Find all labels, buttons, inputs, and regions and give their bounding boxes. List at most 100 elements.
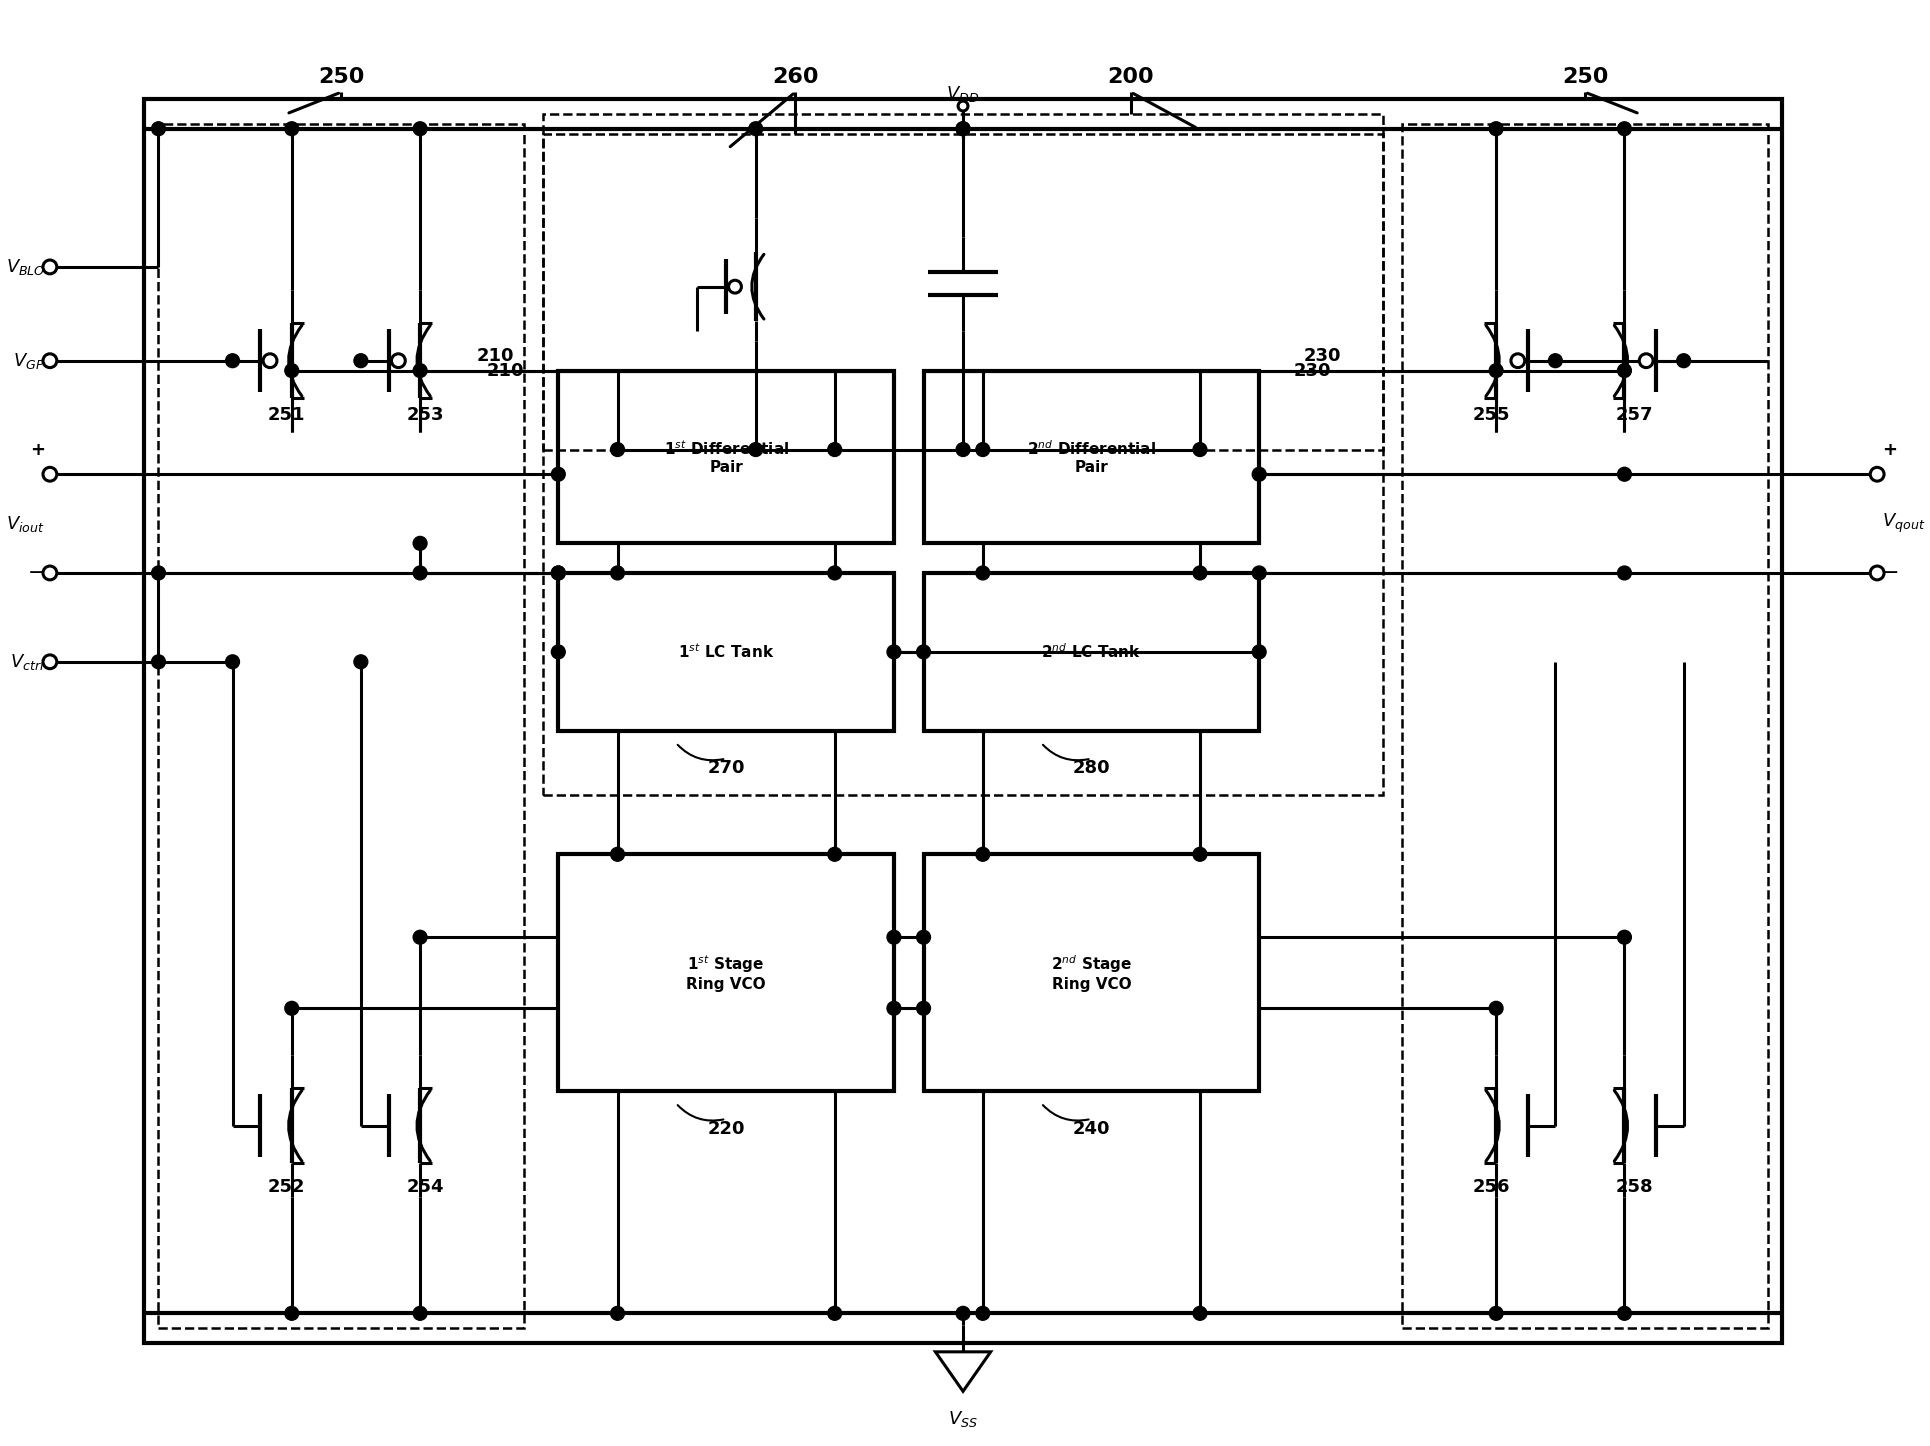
Circle shape — [975, 442, 990, 457]
Text: 2$^{nd}$ LC Tank: 2$^{nd}$ LC Tank — [1040, 642, 1141, 661]
Circle shape — [610, 847, 623, 862]
Circle shape — [955, 121, 969, 136]
Bar — [923, 573, 1258, 730]
Circle shape — [955, 1306, 969, 1320]
Text: −: − — [1882, 562, 1899, 583]
Circle shape — [1617, 121, 1631, 136]
Bar — [558, 855, 894, 1092]
Circle shape — [1488, 1002, 1502, 1015]
Circle shape — [1488, 1306, 1502, 1320]
Text: 2$^{nd}$ Differential
Pair: 2$^{nd}$ Differential Pair — [1027, 440, 1156, 474]
Circle shape — [42, 655, 56, 668]
Text: 252: 252 — [268, 1178, 305, 1196]
Bar — [542, 133, 1382, 450]
Text: 240: 240 — [1071, 1119, 1110, 1138]
Circle shape — [1617, 565, 1631, 580]
Text: $V_{DD}$: $V_{DD}$ — [946, 84, 979, 104]
Circle shape — [1617, 1306, 1631, 1320]
Circle shape — [1253, 645, 1266, 659]
Text: 270: 270 — [706, 759, 745, 778]
Circle shape — [610, 1306, 623, 1320]
Text: 250: 250 — [1561, 68, 1608, 87]
Text: 210: 210 — [486, 362, 523, 380]
Circle shape — [552, 565, 565, 580]
Text: $V_{GP}$: $V_{GP}$ — [14, 351, 44, 370]
Circle shape — [413, 363, 427, 377]
Circle shape — [975, 847, 990, 862]
Circle shape — [749, 121, 762, 136]
Text: 1$^{st}$ LC Tank: 1$^{st}$ LC Tank — [677, 642, 774, 661]
Circle shape — [353, 655, 367, 668]
Circle shape — [917, 1002, 930, 1015]
Circle shape — [610, 565, 623, 580]
Circle shape — [886, 1002, 901, 1015]
Text: 2$^{nd}$ Stage
Ring VCO: 2$^{nd}$ Stage Ring VCO — [1050, 953, 1131, 992]
Text: 220: 220 — [706, 1119, 745, 1138]
Circle shape — [42, 565, 56, 580]
Text: 257: 257 — [1615, 406, 1652, 424]
Text: 200: 200 — [1108, 68, 1154, 87]
Circle shape — [828, 565, 841, 580]
Text: 260: 260 — [772, 68, 818, 87]
Circle shape — [413, 565, 427, 580]
Circle shape — [353, 354, 367, 367]
Circle shape — [1617, 363, 1631, 377]
Circle shape — [610, 442, 623, 457]
Circle shape — [151, 565, 166, 580]
Text: 1$^{st}$ Differential
Pair: 1$^{st}$ Differential Pair — [664, 440, 787, 474]
Circle shape — [42, 260, 56, 273]
Text: +: + — [1882, 441, 1895, 458]
Circle shape — [413, 121, 427, 136]
Text: $V_{qout}$: $V_{qout}$ — [1882, 512, 1924, 535]
Circle shape — [1870, 565, 1884, 580]
Text: +: + — [31, 441, 44, 458]
Circle shape — [1193, 1306, 1206, 1320]
Circle shape — [1675, 354, 1689, 367]
Circle shape — [728, 281, 741, 294]
Circle shape — [1548, 354, 1561, 367]
Circle shape — [886, 930, 901, 944]
Circle shape — [749, 442, 762, 457]
Circle shape — [1639, 354, 1652, 367]
Bar — [923, 370, 1258, 544]
Bar — [558, 573, 894, 730]
Bar — [1401, 124, 1766, 1327]
Text: 256: 256 — [1473, 1178, 1509, 1196]
Circle shape — [957, 101, 967, 111]
Circle shape — [1870, 467, 1884, 482]
Circle shape — [1488, 363, 1502, 377]
Circle shape — [286, 1002, 299, 1015]
Text: 230: 230 — [1303, 347, 1341, 364]
Text: $V_{BLO}$: $V_{BLO}$ — [6, 257, 44, 278]
Circle shape — [886, 645, 901, 659]
Bar — [558, 370, 894, 544]
Text: 1$^{st}$ Stage
Ring VCO: 1$^{st}$ Stage Ring VCO — [685, 953, 766, 992]
Text: −: − — [27, 562, 44, 583]
Circle shape — [1509, 354, 1525, 367]
Text: 210: 210 — [477, 347, 513, 364]
Text: $V_{ctrl}$: $V_{ctrl}$ — [10, 652, 44, 672]
Text: 250: 250 — [318, 68, 365, 87]
Text: 258: 258 — [1615, 1178, 1652, 1196]
Bar — [143, 100, 1781, 1343]
Circle shape — [1193, 565, 1206, 580]
Circle shape — [1253, 565, 1266, 580]
Circle shape — [392, 354, 405, 367]
Circle shape — [828, 1306, 841, 1320]
Text: 230: 230 — [1293, 362, 1330, 380]
Text: 251: 251 — [268, 406, 305, 424]
Circle shape — [413, 536, 427, 551]
Circle shape — [975, 1306, 990, 1320]
Circle shape — [828, 442, 841, 457]
Circle shape — [1193, 847, 1206, 862]
Circle shape — [552, 565, 565, 580]
Circle shape — [552, 645, 565, 659]
Circle shape — [975, 565, 990, 580]
Circle shape — [1253, 467, 1266, 482]
Circle shape — [286, 121, 299, 136]
Text: 255: 255 — [1473, 406, 1509, 424]
Circle shape — [1617, 930, 1631, 944]
Circle shape — [917, 645, 930, 659]
Bar — [923, 855, 1258, 1092]
Circle shape — [226, 655, 239, 668]
